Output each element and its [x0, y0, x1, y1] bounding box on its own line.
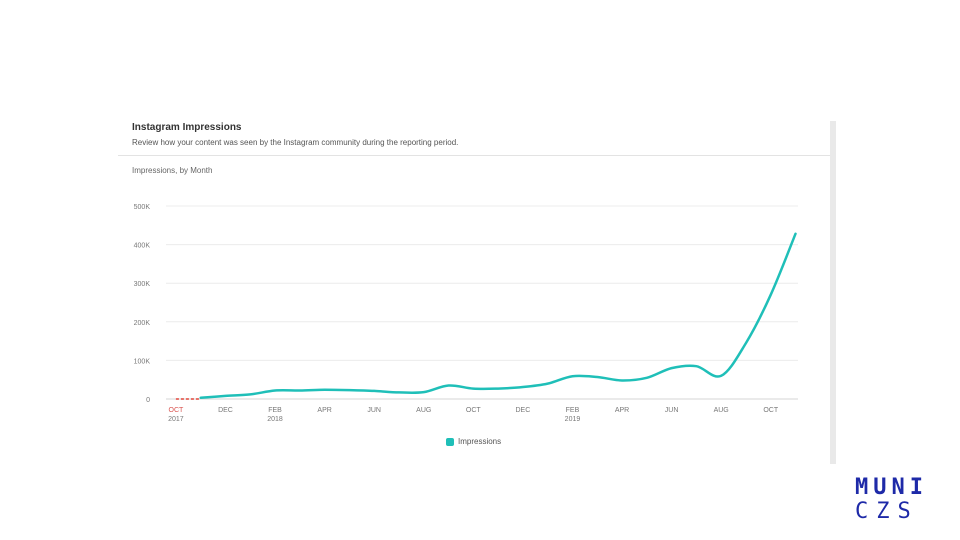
y-tick-label: 0 [146, 397, 150, 404]
x-tick-label: DEC [218, 407, 233, 414]
logo-line-1: MUNI [855, 475, 928, 500]
x-tick-label: FEB [268, 407, 282, 414]
x-tick-label: OCT [466, 407, 482, 414]
chart-panel [118, 112, 831, 464]
x-tick-label: AUG [714, 407, 729, 414]
header-divider [118, 155, 831, 156]
y-tick-label: 300K [134, 281, 151, 288]
x-tick-label: OCT [763, 407, 779, 414]
y-tick-label: 500K [134, 204, 151, 211]
x-tick-label: APR [615, 407, 629, 414]
x-tick-label: OCT [169, 407, 185, 414]
x-tick-year-label: 2019 [565, 416, 581, 423]
x-tick-label: JUN [665, 407, 679, 414]
panel-title: Instagram Impressions [132, 122, 242, 133]
chart-legend[interactable]: Impressions [446, 437, 501, 446]
y-tick-label: 400K [134, 243, 151, 250]
x-tick-label: JUN [367, 407, 381, 414]
panel-scrollbar[interactable] [830, 121, 836, 464]
legend-swatch [446, 437, 454, 446]
y-tick-label: 100K [134, 358, 151, 365]
x-tick-label: APR [317, 407, 331, 414]
muni-czs-logo: MUNI CZS [855, 476, 928, 524]
impressions-series-line [199, 232, 797, 400]
legend-label: Impressions [458, 437, 502, 446]
x-tick-label: FEB [566, 407, 580, 414]
chart-title: Impressions, by Month [132, 166, 213, 175]
x-tick-label: DEC [516, 407, 531, 414]
x-tick-label: AUG [416, 407, 431, 414]
x-tick-year-label: 2017 [168, 416, 184, 423]
x-tick-year-label: 2018 [267, 416, 283, 423]
logo-line-2: CZS [855, 499, 919, 524]
y-tick-label: 200K [134, 320, 151, 327]
panel-subtitle: Review how your content was seen by the … [132, 138, 459, 147]
